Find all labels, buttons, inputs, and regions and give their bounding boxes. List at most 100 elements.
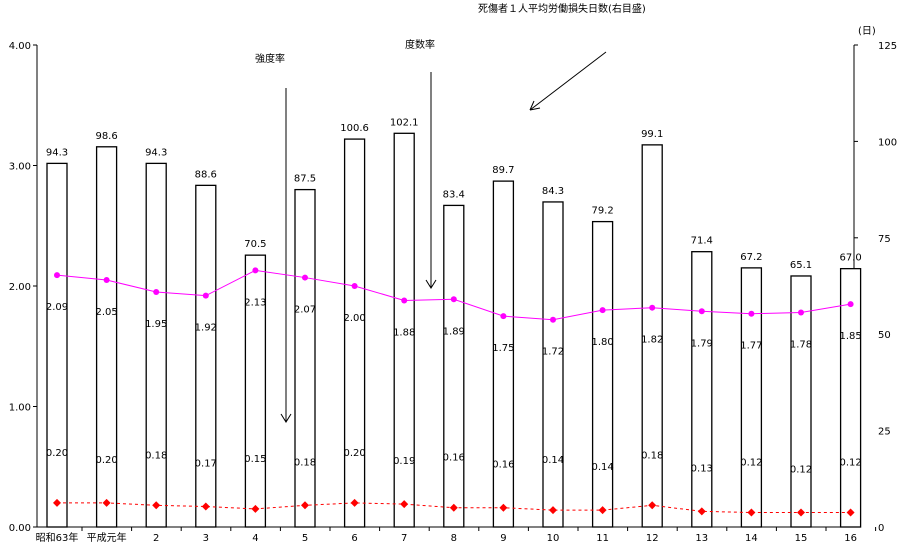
frequency-label: 1.88 <box>393 327 415 338</box>
bar-label: 100.6 <box>340 123 369 134</box>
x-tick-label: 8 <box>451 533 457 544</box>
x-tick-label: 16 <box>844 533 857 544</box>
frequency-label: 2.07 <box>294 305 316 316</box>
bar-label: 67.2 <box>740 252 762 263</box>
frequency-label: 1.82 <box>641 335 663 346</box>
severity-label: 0.16 <box>443 453 465 464</box>
bar-label: 88.6 <box>195 169 217 180</box>
x-tick-label: 15 <box>795 533 808 544</box>
severity-label: 0.14 <box>591 462 613 473</box>
bar <box>542 201 564 528</box>
left-tick-label: 1.00 <box>9 403 31 414</box>
x-tick-label: 5 <box>302 533 308 544</box>
severity-point <box>747 508 756 517</box>
severity-label: 0.18 <box>145 450 167 461</box>
frequency-label: 1.77 <box>740 341 762 352</box>
annotation-severity: 強度率 <box>255 52 285 65</box>
x-tick-label: 平成元年 <box>87 531 127 544</box>
severity-point <box>152 501 161 510</box>
bar-label: 87.5 <box>294 174 316 185</box>
severity-label: 0.12 <box>790 465 812 476</box>
right-tick-label: 50 <box>878 330 891 341</box>
x-tick-label: 6 <box>351 533 357 544</box>
frequency-label: 2.00 <box>343 313 365 324</box>
frequency-label: 1.72 <box>542 347 564 358</box>
severity-label: 0.20 <box>343 448 365 459</box>
bar-label: 67.0 <box>839 253 861 264</box>
severity-point <box>449 503 458 512</box>
x-tick-label: 2 <box>153 533 159 544</box>
severity-label: 0.18 <box>641 450 663 461</box>
severity-point <box>598 506 607 515</box>
frequency-point <box>798 309 804 316</box>
x-tick-label: 10 <box>547 533 560 544</box>
severity-point <box>400 500 409 509</box>
severity-point <box>350 498 359 507</box>
severity-label: 0.15 <box>244 454 266 465</box>
bar <box>591 220 614 528</box>
severity-label: 0.16 <box>492 460 514 471</box>
right-tick-label: 125 <box>878 41 897 52</box>
bar <box>839 267 862 528</box>
x-tick-label: 9 <box>500 533 506 544</box>
frequency-point <box>847 301 854 308</box>
severity-label: 0.12 <box>839 458 861 469</box>
bar-label: 99.1 <box>641 129 663 140</box>
frequency-point <box>550 316 556 323</box>
x-tick-label: 3 <box>203 533 209 544</box>
severity-label: 0.12 <box>740 458 762 469</box>
frequency-label: 1.85 <box>839 331 861 342</box>
frequency-label: 1.92 <box>195 323 217 334</box>
frequency-label: 1.89 <box>443 326 465 337</box>
frequency-label: 2.13 <box>244 297 266 308</box>
bar <box>244 254 267 528</box>
frequency-point <box>202 292 209 299</box>
frequency-point <box>599 307 606 314</box>
bar-label: 89.7 <box>492 165 514 176</box>
bar-label: 71.4 <box>691 236 713 247</box>
frequency-label: 1.75 <box>492 343 514 354</box>
severity-point <box>53 498 61 507</box>
frequency-point <box>103 276 110 283</box>
annotation-days: 死傷者１人平均労働損失日数(右目盛) <box>478 2 646 15</box>
severity-point <box>201 502 210 511</box>
bar-label: 70.5 <box>244 239 266 250</box>
frequency-point <box>351 283 358 289</box>
bar-label: 79.2 <box>591 206 613 217</box>
severity-point <box>846 508 855 517</box>
bar-label: 94.3 <box>46 147 68 158</box>
frequency-point <box>54 272 60 279</box>
severity-point <box>697 507 706 516</box>
bar <box>443 204 465 528</box>
severity-label: 0.14 <box>542 455 564 466</box>
bar <box>691 251 713 528</box>
frequency-label: 1.79 <box>691 338 713 349</box>
x-tick-label: 14 <box>745 533 758 544</box>
x-tick-label: 昭和63年 <box>36 531 79 544</box>
bar <box>393 132 415 528</box>
frequency-label: 2.09 <box>46 302 68 313</box>
frequency-label: 1.78 <box>790 340 812 351</box>
bar <box>790 275 812 528</box>
bar-label: 98.6 <box>95 131 117 142</box>
frequency-point <box>153 289 160 296</box>
bar <box>343 138 366 528</box>
bar <box>46 162 68 528</box>
bar <box>145 162 167 528</box>
right-axis-unit: (日) <box>858 26 876 37</box>
right-tick-label: 0 <box>878 523 884 534</box>
bar <box>641 144 663 528</box>
severity-point <box>797 508 805 517</box>
frequency-label: 1.95 <box>145 319 167 330</box>
severity-point <box>102 498 111 507</box>
left-tick-label: 3.00 <box>9 162 31 173</box>
left-tick-label: 4.00 <box>9 41 31 52</box>
bar <box>492 180 515 528</box>
frequency-point <box>748 310 755 317</box>
bar-label: 65.1 <box>790 260 812 271</box>
frequency-point <box>450 296 457 303</box>
severity-point <box>549 506 557 515</box>
severity-point <box>648 501 657 510</box>
